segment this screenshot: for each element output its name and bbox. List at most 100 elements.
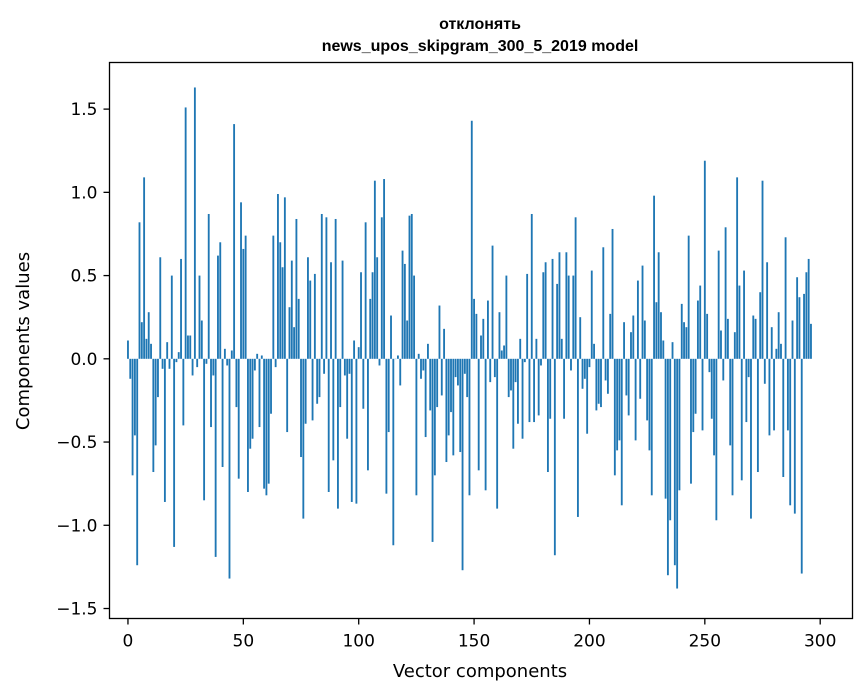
bar <box>217 255 219 359</box>
x-tick-label: 0 <box>123 632 134 652</box>
bar <box>583 358 586 379</box>
bar <box>604 358 607 381</box>
bar <box>528 358 531 423</box>
bar <box>470 120 473 359</box>
bars-group <box>127 87 812 589</box>
bar <box>302 358 305 519</box>
bar <box>593 343 595 359</box>
bar <box>376 257 379 359</box>
bar <box>401 250 404 359</box>
bar <box>263 358 266 489</box>
bar <box>362 358 365 409</box>
bar <box>320 213 323 359</box>
bar <box>147 312 150 359</box>
bar <box>496 358 499 509</box>
bar <box>337 358 339 509</box>
bar <box>620 358 623 506</box>
x-tick-label: 50 <box>233 632 255 652</box>
bar <box>355 358 358 504</box>
bar <box>639 358 642 399</box>
bar <box>588 358 591 368</box>
bar <box>627 358 630 416</box>
bar <box>274 358 277 368</box>
bar <box>212 358 215 376</box>
bar <box>653 195 655 359</box>
bar <box>180 258 182 359</box>
bar <box>173 358 176 547</box>
bar <box>334 218 337 359</box>
bar <box>436 358 439 408</box>
x-tick-label: 250 <box>689 632 721 652</box>
bar <box>131 358 134 476</box>
bar <box>353 340 356 359</box>
bar <box>410 213 413 359</box>
bar <box>708 358 711 373</box>
bar <box>646 358 649 421</box>
bar <box>803 293 805 359</box>
bar <box>189 335 192 359</box>
bar <box>789 358 792 506</box>
bar <box>251 358 254 439</box>
bar <box>177 352 180 359</box>
bar <box>304 358 307 424</box>
bar <box>196 358 199 368</box>
bar <box>136 358 139 566</box>
bar <box>233 124 236 359</box>
bar <box>602 247 605 359</box>
bar <box>664 358 667 499</box>
bar <box>752 315 755 359</box>
bar <box>706 313 709 359</box>
chart-title: отклонять <box>439 16 521 33</box>
bar <box>348 358 351 374</box>
bar <box>782 358 785 477</box>
bar <box>399 358 402 386</box>
bar <box>530 213 533 359</box>
bar <box>152 358 155 473</box>
bar <box>655 302 658 359</box>
bar <box>433 358 436 476</box>
bar <box>690 358 692 484</box>
bar <box>163 358 166 502</box>
bar <box>237 358 240 479</box>
bar <box>761 180 764 359</box>
bar <box>558 252 561 359</box>
bar <box>223 348 226 359</box>
bar <box>221 358 224 468</box>
bar <box>387 358 390 433</box>
bar <box>187 335 189 359</box>
x-tick-label: 100 <box>342 632 374 652</box>
bar <box>648 358 651 451</box>
bar <box>618 358 621 441</box>
bar <box>219 242 222 359</box>
bar <box>357 347 360 359</box>
bar <box>556 283 559 359</box>
x-axis-label: Vector components <box>393 661 567 682</box>
bar <box>540 358 542 366</box>
bar <box>380 217 383 359</box>
bar <box>567 275 570 359</box>
bar <box>715 358 718 521</box>
y-tick-label: 0.0 <box>70 350 97 370</box>
bar <box>332 358 335 461</box>
bar <box>773 358 775 431</box>
bar <box>798 297 801 359</box>
bar <box>616 358 619 451</box>
bar <box>537 358 540 416</box>
bar <box>281 267 284 359</box>
bar <box>570 358 572 371</box>
bar <box>279 242 282 359</box>
bar <box>505 275 508 359</box>
bar <box>193 87 196 359</box>
bar <box>722 358 725 381</box>
bar <box>542 272 545 359</box>
y-tick-label: 0.5 <box>70 267 97 287</box>
bar <box>800 358 803 574</box>
bar <box>546 358 549 473</box>
bar <box>311 358 314 421</box>
bar <box>133 358 136 436</box>
bar <box>166 342 169 359</box>
bar <box>150 343 152 359</box>
bar <box>514 358 517 383</box>
bar <box>738 285 741 359</box>
bar <box>680 303 683 359</box>
